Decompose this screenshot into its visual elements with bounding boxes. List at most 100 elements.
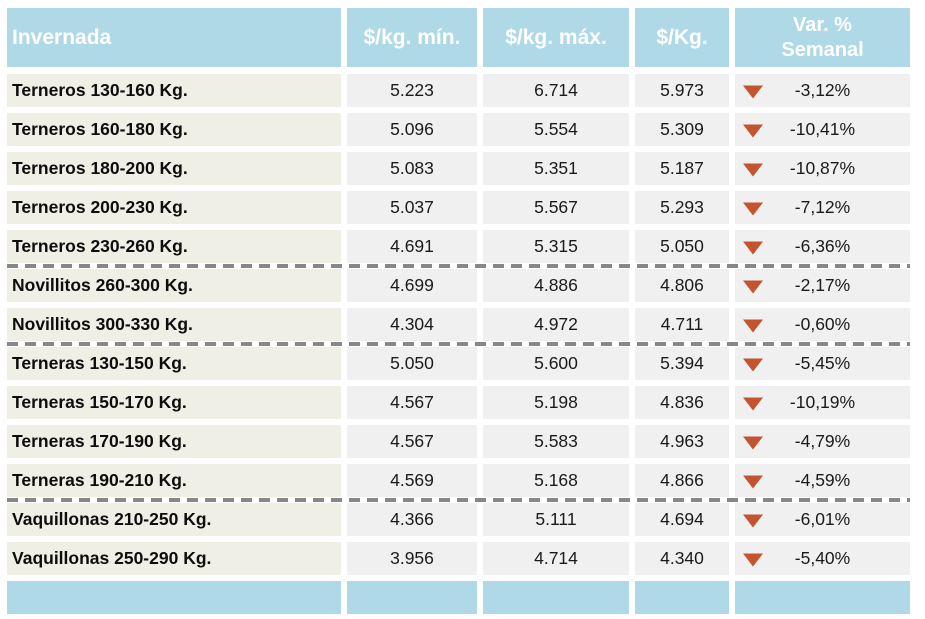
footer-cell-category: [7, 581, 341, 614]
row-variation-cell: -6,01%: [735, 503, 910, 536]
row-variation-value: -7,12%: [794, 197, 851, 217]
header-weekly-variation: Var. % Semanal: [735, 8, 910, 67]
row-category: Vaquillonas 250-290 Kg.: [7, 542, 341, 575]
group-separator: [7, 342, 910, 346]
row-max-value: 5.168: [483, 464, 629, 497]
footer-cell-avg: [635, 581, 729, 614]
row-min-value: 5.037: [347, 191, 477, 224]
table-row: Terneras 170-190 Kg. 4.567 5.583 4.963 -…: [7, 425, 910, 458]
row-category: Terneras 170-190 Kg.: [7, 425, 341, 458]
header-price-min: $/kg. mín.: [347, 8, 477, 67]
down-arrow-icon: [743, 241, 763, 255]
table-row: Novillitos 300-330 Kg. 4.304 4.972 4.711…: [7, 308, 910, 341]
down-arrow-icon: [743, 124, 763, 138]
row-category: Terneras 150-170 Kg.: [7, 386, 341, 419]
row-avg-value: 5.187: [635, 152, 729, 185]
row-min-value: 5.223: [347, 74, 477, 107]
row-variation-cell: -10,87%: [735, 152, 910, 185]
down-arrow-icon: [743, 280, 763, 294]
row-avg-value: 4.806: [635, 269, 729, 302]
header-price-avg: $/Kg.: [635, 8, 729, 67]
row-variation-cell: -7,12%: [735, 191, 910, 224]
row-max-value: 4.714: [483, 542, 629, 575]
table-header-row: Invernada $/kg. mín. $/kg. máx. $/Kg. Va…: [7, 8, 910, 67]
row-max-value: 5.315: [483, 230, 629, 263]
header-price-max: $/kg. máx.: [483, 8, 629, 67]
row-variation-cell: -10,41%: [735, 113, 910, 146]
row-variation-value: -5,40%: [794, 548, 851, 568]
row-variation-cell: -3,12%: [735, 74, 910, 107]
down-arrow-icon: [743, 514, 763, 528]
row-avg-value: 5.309: [635, 113, 729, 146]
row-max-value: 6.714: [483, 74, 629, 107]
row-variation-value: -4,59%: [794, 470, 851, 490]
row-avg-value: 4.711: [635, 308, 729, 341]
down-arrow-icon: [743, 163, 763, 177]
row-variation-cell: -4,79%: [735, 425, 910, 458]
row-category: Terneros 200-230 Kg.: [7, 191, 341, 224]
row-variation-value: -10,19%: [789, 392, 856, 412]
row-max-value: 4.886: [483, 269, 629, 302]
down-arrow-icon: [743, 553, 763, 567]
row-variation-value: -5,45%: [794, 353, 851, 373]
row-variation-cell: -6,36%: [735, 230, 910, 263]
group-separator: [7, 498, 910, 502]
row-avg-value: 5.973: [635, 74, 729, 107]
row-category: Vaquillonas 210-250 Kg.: [7, 503, 341, 536]
row-max-value: 5.198: [483, 386, 629, 419]
row-variation-value: -4,79%: [794, 431, 851, 451]
row-variation-value: -2,17%: [794, 275, 851, 295]
row-avg-value: 4.694: [635, 503, 729, 536]
row-avg-value: 4.963: [635, 425, 729, 458]
row-min-value: 4.569: [347, 464, 477, 497]
row-category: Terneros 160-180 Kg.: [7, 113, 341, 146]
row-variation-value: -6,01%: [794, 509, 851, 529]
row-variation-cell: -2,17%: [735, 269, 910, 302]
row-variation-cell: -10,19%: [735, 386, 910, 419]
down-arrow-icon: [743, 85, 763, 99]
invernada-price-table: Invernada $/kg. mín. $/kg. máx. $/Kg. Va…: [7, 8, 910, 614]
row-avg-value: 4.836: [635, 386, 729, 419]
down-arrow-icon: [743, 475, 763, 489]
down-arrow-icon: [743, 202, 763, 216]
row-variation-cell: -0,60%: [735, 308, 910, 341]
row-min-value: 3.956: [347, 542, 477, 575]
footer-cell-var: [735, 581, 910, 614]
row-avg-value: 5.293: [635, 191, 729, 224]
row-max-value: 5.554: [483, 113, 629, 146]
row-variation-cell: -4,59%: [735, 464, 910, 497]
row-min-value: 4.366: [347, 503, 477, 536]
table-row: Terneras 150-170 Kg. 4.567 5.198 4.836 -…: [7, 386, 910, 419]
row-max-value: 5.600: [483, 347, 629, 380]
header-category: Invernada: [7, 8, 341, 67]
table-row: Terneros 160-180 Kg. 5.096 5.554 5.309 -…: [7, 113, 910, 146]
row-avg-value: 5.050: [635, 230, 729, 263]
down-arrow-icon: [743, 436, 763, 450]
row-min-value: 5.050: [347, 347, 477, 380]
row-category: Terneros 130-160 Kg.: [7, 74, 341, 107]
row-max-value: 4.972: [483, 308, 629, 341]
table-row: Terneras 130-150 Kg. 5.050 5.600 5.394 -…: [7, 347, 910, 380]
header-var-line2: Semanal: [781, 38, 864, 61]
table-row: Terneros 200-230 Kg. 5.037 5.567 5.293 -…: [7, 191, 910, 224]
row-min-value: 4.567: [347, 425, 477, 458]
row-avg-value: 5.394: [635, 347, 729, 380]
row-max-value: 5.567: [483, 191, 629, 224]
row-variation-value: -3,12%: [794, 80, 851, 100]
group-separator: [7, 264, 910, 268]
row-max-value: 5.111: [483, 503, 629, 536]
row-variation-value: -10,41%: [789, 119, 856, 139]
row-category: Novillitos 260-300 Kg.: [7, 269, 341, 302]
table-row: Terneros 130-160 Kg. 5.223 6.714 5.973 -…: [7, 74, 910, 107]
row-variation-cell: -5,40%: [735, 542, 910, 575]
table-row: Vaquillonas 250-290 Kg. 3.956 4.714 4.34…: [7, 542, 910, 575]
footer-cell-max: [483, 581, 629, 614]
row-category: Terneros 230-260 Kg.: [7, 230, 341, 263]
down-arrow-icon: [743, 397, 763, 411]
row-variation-value: -0,60%: [794, 314, 851, 334]
row-min-value: 5.096: [347, 113, 477, 146]
row-variation-value: -6,36%: [794, 236, 851, 256]
row-min-value: 5.083: [347, 152, 477, 185]
row-category: Novillitos 300-330 Kg.: [7, 308, 341, 341]
footer-cell-min: [347, 581, 477, 614]
